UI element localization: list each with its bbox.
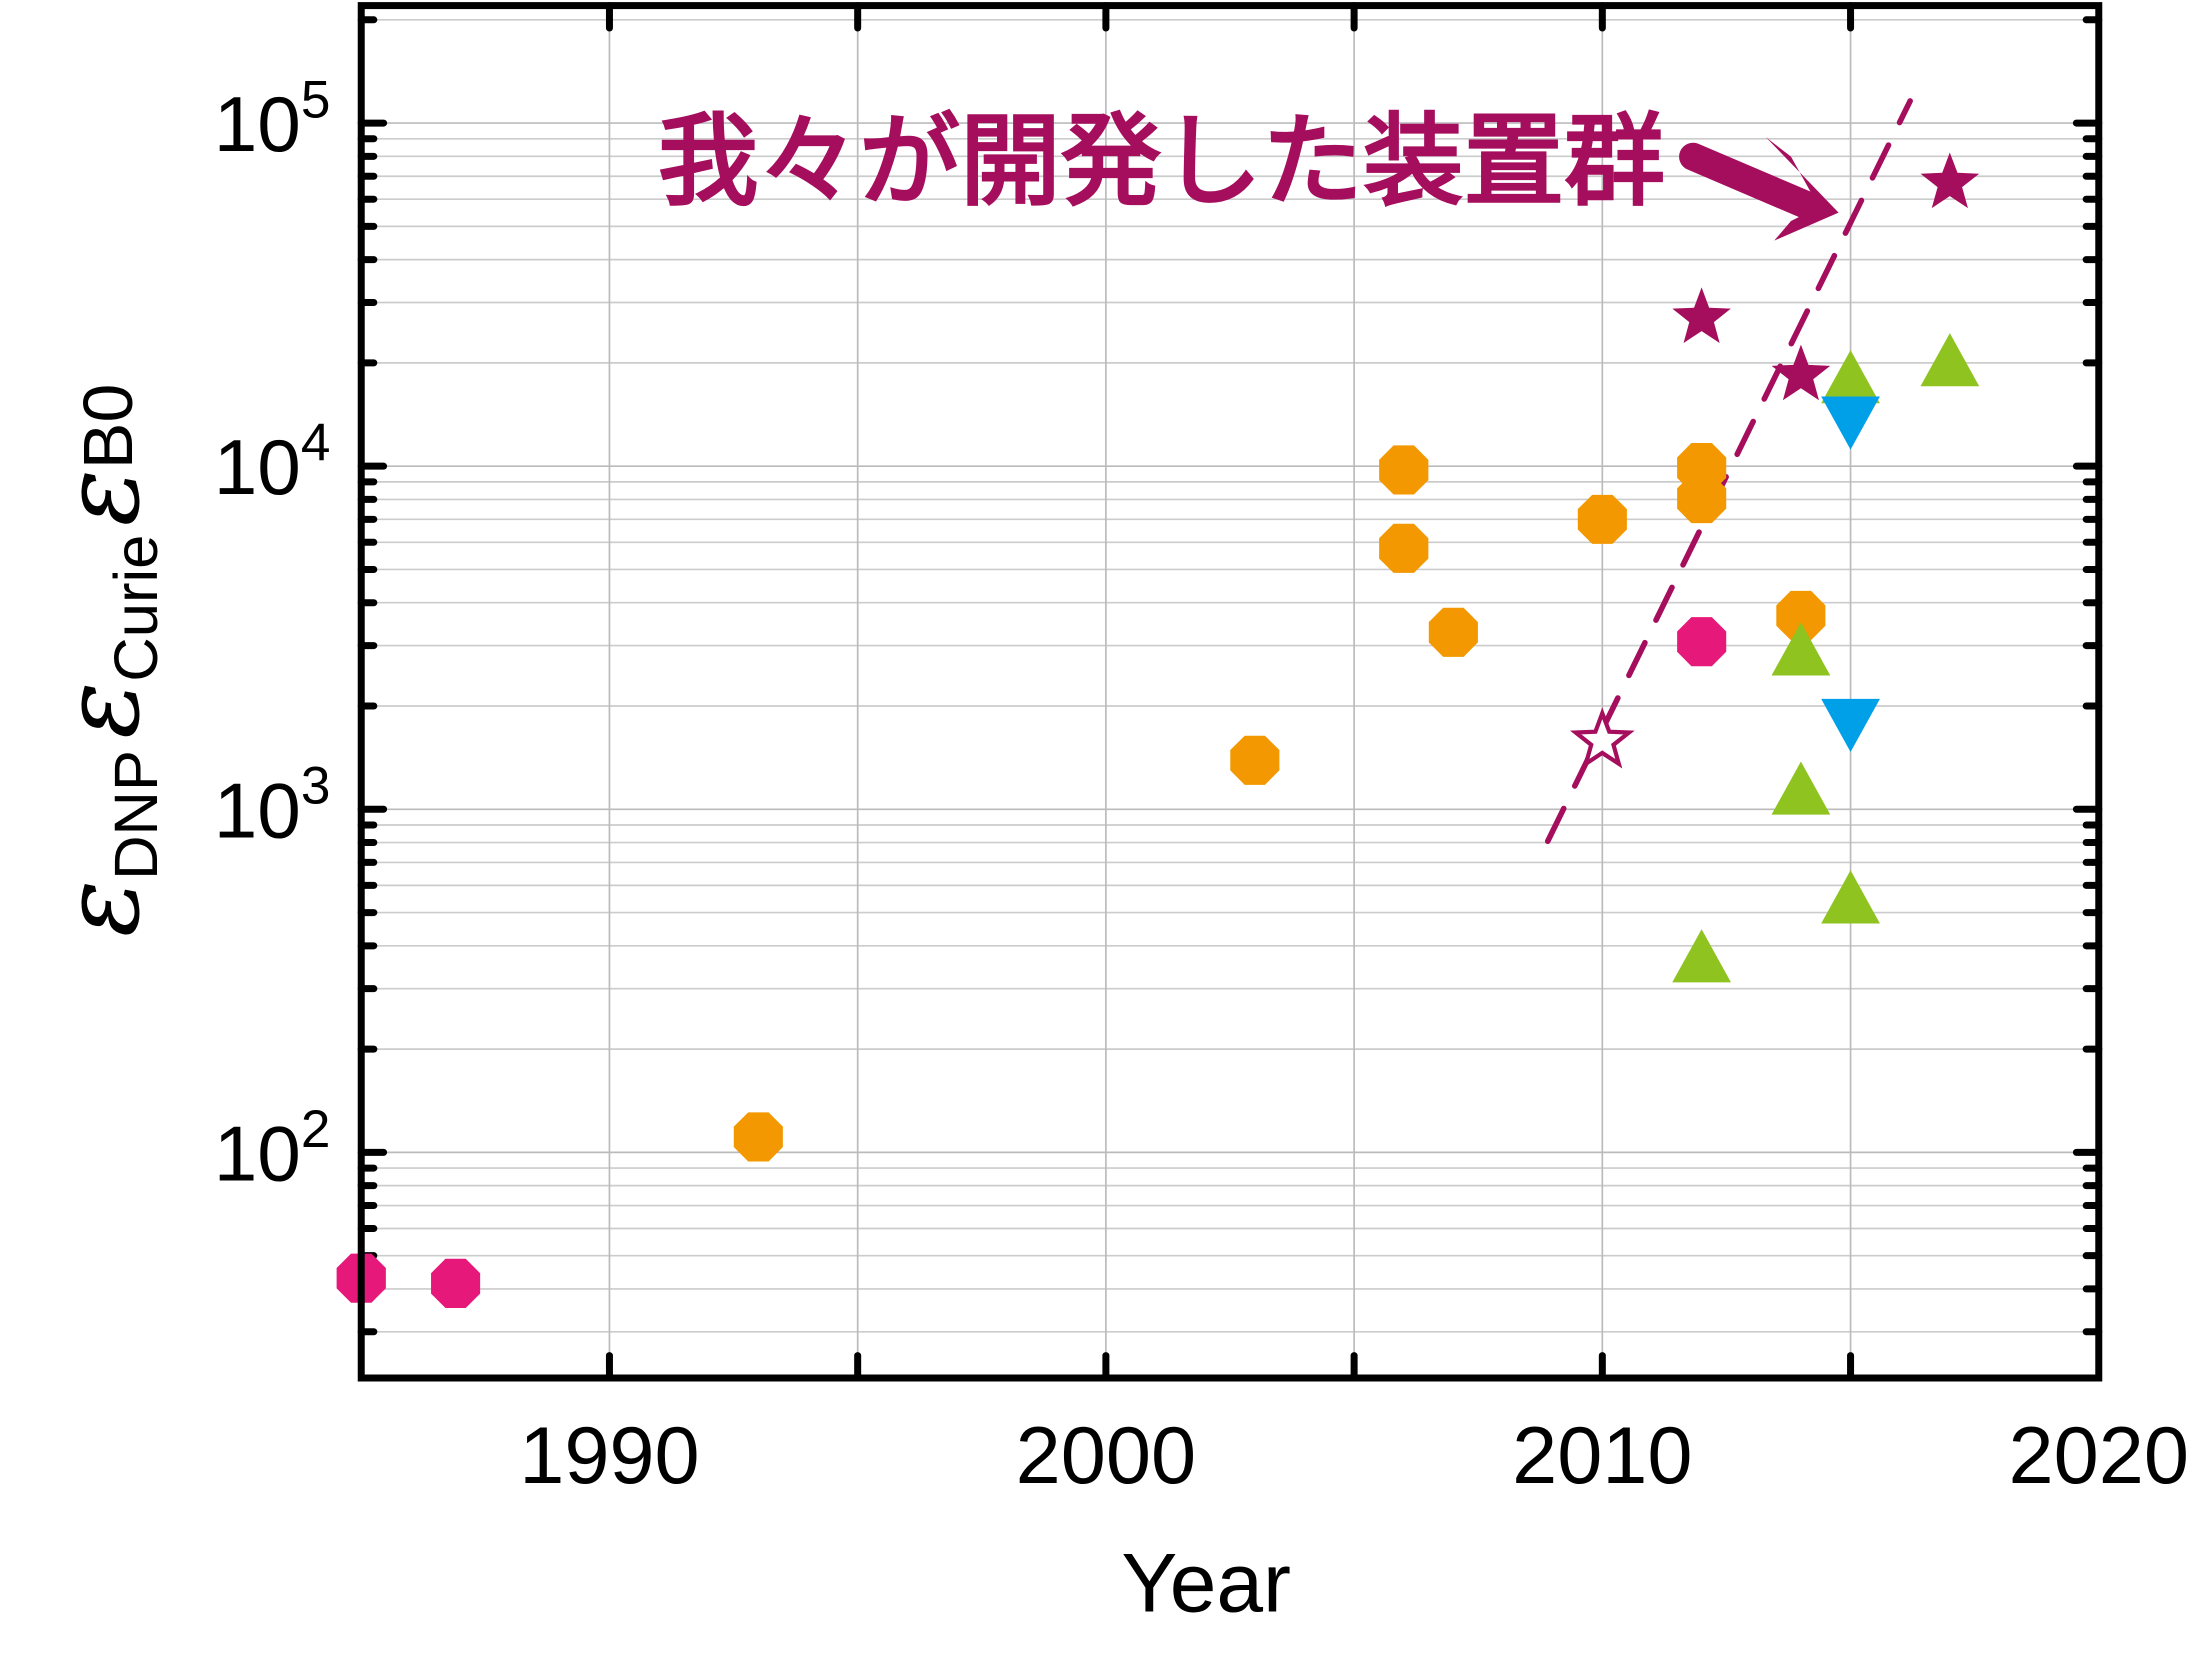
x-tick-label: 2020 — [2009, 1411, 2189, 1501]
y-tick-label: 104 — [214, 414, 331, 512]
blue-triangles-point — [1821, 396, 1880, 450]
trend-line-group — [1544, 98, 1913, 845]
orange-circles-point — [733, 1112, 783, 1162]
x-tick-label: 1990 — [519, 1411, 699, 1501]
our-devices-open-star-point — [1569, 707, 1635, 769]
magenta-circles-point — [1677, 617, 1727, 667]
annotation-arrow — [1679, 137, 1839, 241]
y-label-epsilon-b0: ε — [39, 469, 163, 526]
x-axis-label: Year — [1121, 1536, 1291, 1630]
green-triangles-point — [1821, 870, 1880, 924]
y-axis-label: εDNPεCurieεB0 — [39, 384, 171, 937]
orange-circles-point — [1230, 735, 1280, 785]
y-tick-label: 105 — [214, 70, 331, 168]
y-tick-label: 102 — [214, 1100, 331, 1198]
y-label-sub-curie: Curie — [102, 535, 171, 682]
x-tick-label: 2010 — [1512, 1411, 1692, 1501]
our-devices-stars-point — [1920, 152, 1980, 209]
magenta-circles-point — [431, 1258, 481, 1309]
y-label-sub-b0: B0 — [69, 384, 147, 470]
y-label-epsilon-dnp: ε — [39, 880, 163, 937]
green-triangles-point — [1821, 350, 1880, 404]
our-devices-stars-point — [1771, 344, 1831, 401]
y-tick-label: 103 — [214, 757, 331, 855]
green-triangles-point — [1920, 333, 1980, 387]
plot-frame — [357, 2, 2103, 1382]
grid — [361, 5, 2099, 1379]
orange-circles-point — [1677, 473, 1727, 524]
x-tick-labels: 1990 2000 2010 2020 — [519, 1411, 2189, 1501]
orange-circles-point — [1379, 523, 1429, 573]
annotation-text: 我々が開発した装置群 — [658, 103, 1665, 220]
green-triangles-point — [1771, 761, 1831, 815]
orange-circles-point — [1428, 607, 1478, 657]
orange-circles-point — [1577, 494, 1627, 544]
green-triangles-point — [1771, 622, 1831, 676]
y-label-epsilon-curie: ε — [39, 682, 163, 739]
our-devices-stars-point — [1672, 287, 1731, 344]
data-points — [336, 152, 1980, 1309]
blue-triangles-point — [1821, 698, 1880, 753]
green-triangles-point — [1672, 929, 1731, 983]
trend-line — [1544, 98, 1913, 845]
orange-circles-point — [1776, 590, 1826, 641]
orange-circles-point — [1379, 445, 1429, 495]
y-label-sub-dnp: DNP — [102, 750, 171, 880]
x-tick-label: 2000 — [1016, 1411, 1196, 1501]
y-tick-labels: 102 103 104 105 — [214, 70, 331, 1197]
